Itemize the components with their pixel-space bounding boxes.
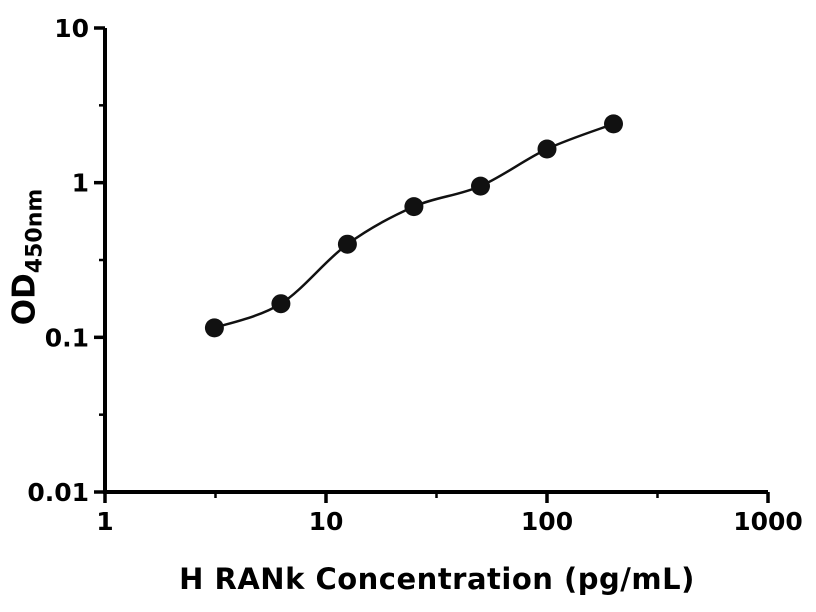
x-tick-label: 10: [309, 507, 344, 536]
data-point: [471, 176, 490, 196]
data-point: [537, 139, 557, 159]
x-tick-label: 100: [521, 507, 573, 536]
y-tick-label: 10: [54, 14, 89, 43]
y-axis-title-subscript: 450nm: [22, 188, 48, 274]
x-axis-title: H RANk Concentration (pg/mL): [179, 562, 695, 596]
y-tick-label: 1: [72, 169, 89, 198]
y-tick-label: 0.01: [27, 478, 89, 507]
axes-lines: [103, 28, 768, 494]
y-tick-label: 0.1: [45, 323, 89, 352]
y-axis-title-main: OD: [6, 273, 43, 326]
y-axis-title-text: OD450nm: [6, 189, 47, 326]
x-tick-label: 1: [96, 507, 113, 536]
data-point: [337, 234, 357, 254]
data-point: [271, 294, 291, 314]
x-tick-label: 1000: [733, 507, 803, 536]
data-point: [604, 114, 623, 134]
data-point: [204, 318, 224, 338]
data-point: [404, 197, 424, 217]
